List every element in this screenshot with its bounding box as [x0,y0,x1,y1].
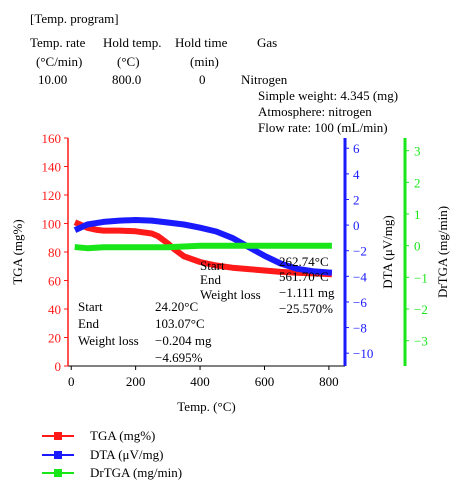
series-layer [73,217,333,278]
sample-flow-rate: Flow rate: 100 (mL/min) [258,120,388,135]
annotation-step2-end-label: End [200,272,221,287]
drtga-axis-label: DrTGA (mg/min) [435,206,450,298]
tga-axis-label: TGA (mg%) [10,219,25,284]
legend-label-dta: DTA (μV/mg) [90,447,164,462]
annotation-step1-end-label: End [78,316,99,331]
program-value-holdtemp: 800.0 [112,72,142,87]
drtga-tick-label: −1 [414,270,428,285]
dta-tick-label: 6 [353,141,360,156]
tga-tick-label: 60 [48,274,61,289]
tga-tick-label: 20 [48,331,61,346]
legend-marker-dta [54,451,62,459]
dta-tick-label: −2 [353,244,367,259]
x-tick-label: 200 [126,374,146,389]
annotation-step1-end-value: 103.07°C [155,316,205,331]
legend-swatches [42,432,74,477]
x-tick-label: 600 [255,374,275,389]
annotation-step2-mass-value: −1.111 mg [279,285,335,300]
legend: TGA (mg%) DTA (μV/mg) DrTGA (mg/min) [42,428,242,498]
x-tick-label: 800 [319,374,339,389]
program-value-gas: Nitrogen [241,72,288,87]
dta-tick-label: 2 [353,192,360,207]
program-col-gas: Gas [257,35,278,50]
dta-tick-label: −4 [353,269,367,284]
program-col-holdtime: Hold time [175,35,228,50]
program-col-rate: Temp. rate [30,35,86,50]
drtga-tick-label: 2 [414,175,421,190]
series-line-drtga [74,242,332,252]
dta-axis-label: DTA (μV/mg) [380,215,395,288]
annotation-step1-start-label: Start [78,299,103,314]
program-value-holdtime: 0 [199,72,206,87]
drtga-tick-label: −3 [414,334,428,349]
tga-tick-label: 40 [48,302,61,317]
annotation-step2-percent-value: −25.570% [279,301,333,316]
annotation-step2-start-label: Start [200,258,225,273]
drtga-tick-label: 0 [414,239,421,254]
legend-label-tga: TGA (mg%) [90,428,156,443]
x-axis-label: Temp. (°C) [177,399,235,414]
dta-tick-label: 4 [353,167,360,182]
program-value-rate: 10.00 [38,72,68,87]
series-line-dta [73,217,333,276]
dta-tick-label: 0 [353,218,360,233]
annotation-step1-start-value: 24.20°C [155,299,198,314]
tga-tick-label: 0 [55,359,62,374]
dta-tick-label: −8 [353,321,367,336]
drtga-tick-label: 1 [414,207,421,222]
program-unit-holdtemp: (°C) [117,54,140,69]
tga-tick-label: 120 [42,188,62,203]
annotation-step1-percent-value: −4.695% [155,350,203,365]
drtga-tick-label: 3 [414,144,421,159]
sample-atmosphere: Atmosphere: nitrogen [258,104,372,119]
annotation-step2-start-value: 262.74°C [279,254,329,269]
tga-tick-label: 80 [48,245,61,260]
sample-weight: Simple weight: 4.345 (mg) [258,88,399,103]
legend-marker-drtga [54,469,62,477]
annotation-step2-end-value: 561.70°C [279,269,329,284]
legend-marker-tga [54,432,62,440]
dta-tick-label: −6 [353,295,367,310]
dta-tick-label: −10 [353,346,373,361]
program-heading: [Temp. program] [30,11,119,26]
x-tick-label: 400 [190,374,210,389]
annotation-step1-mass-value: −0.204 mg [155,333,212,348]
legend-label-drtga: DrTGA (mg/min) [90,465,183,480]
program-unit-rate: (°C/min) [36,54,83,69]
annotation-step1-weightloss-label: Weight loss [78,333,139,348]
tga-tick-label: 140 [42,160,62,175]
program-col-holdtemp: Hold temp. [103,35,162,50]
tga-tick-label: 100 [42,217,62,232]
annotation-step2-weightloss-label: Weight loss [200,287,261,302]
tga-tick-label: 160 [42,131,62,146]
drtga-tick-label: −2 [414,302,428,317]
program-unit-holdtime: (min) [190,54,219,69]
x-tick-label: 0 [68,374,75,389]
